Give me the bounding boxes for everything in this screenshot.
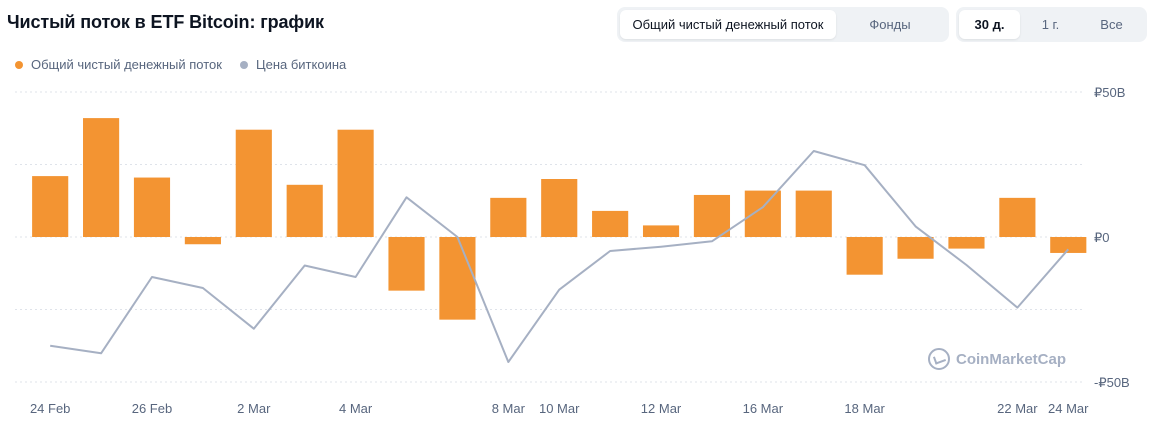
legend-item-net-flow[interactable]: Общий чистый денежный поток [15,57,222,72]
x-tick-label: 10 Mar [539,401,580,416]
bar-net-flow [133,177,171,237]
bar-net-flow [744,190,781,237]
legend-label-btc-price: Цена биткоина [255,57,347,72]
bar-net-flow [897,237,934,259]
legend-dot-btc-price [239,60,248,69]
tab-range-all[interactable]: Все [1100,17,1123,32]
bar-net-flow [592,210,629,237]
x-tick-label: 16 Mar [743,401,784,416]
legend-label-net-flow: Общий чистый денежный поток [31,57,222,72]
bar-net-flow [642,225,680,237]
tab-total-net-flow[interactable]: Общий чистый денежный поток [620,10,836,39]
tab-funds[interactable]: Фонды [869,17,911,32]
x-tick-label: 26 Feb [132,401,172,416]
x-tick-label: 4 Mar [339,401,373,416]
watermark-text: CoinMarketCap [956,350,1067,368]
metric-toggle: Общий чистый денежный поток Фонды [617,7,949,42]
x-tick-label: 18 Mar [844,401,885,416]
bar-net-flow [490,197,527,237]
bar-net-flow [286,184,323,237]
y-tick-label: ₽50B [1094,85,1125,100]
bar-net-flow [235,129,272,237]
bar-net-flow [693,194,731,237]
y-tick-label: ₽0 [1094,230,1110,245]
bar-net-flow [32,176,69,237]
chart-legend: Общий чистый денежный поток Цена биткоин… [15,57,346,72]
bar-net-flow [999,197,1036,237]
tab-range-30d[interactable]: 30 д. [959,10,1020,39]
x-tick-label: 12 Mar [641,401,682,416]
x-tick-label: 8 Mar [492,401,526,416]
x-tick-label: 24 Feb [30,401,70,416]
bar-net-flow [846,237,883,275]
bar-net-flow [388,237,425,291]
legend-item-btc-price[interactable]: Цена биткоина [239,57,347,72]
bar-net-flow [541,179,578,237]
x-tick-label: 24 Mar [1048,401,1089,416]
coinmarketcap-logo-icon [928,348,950,370]
bar-net-flow [439,237,476,320]
page-title: Чистый поток в ETF Bitcoin: график [7,12,324,32]
btc-price-line [50,150,1070,363]
bar-net-flow [795,190,832,237]
bar-net-flow [948,237,985,249]
y-tick-label: -₽50B [1094,375,1130,390]
x-tick-label: 22 Mar [997,401,1038,416]
tab-range-1y[interactable]: 1 г. [1041,17,1060,32]
watermark: CoinMarketCap [928,348,1066,370]
legend-dot-net-flow [15,60,23,69]
bar-net-flow [1050,237,1087,253]
bar-net-flow [83,118,120,237]
bar-net-flow [337,129,374,237]
range-toggle: 30 д. 1 г. Все [956,7,1147,42]
x-tick-label: 2 Mar [237,401,271,416]
bar-net-flow [184,237,221,245]
